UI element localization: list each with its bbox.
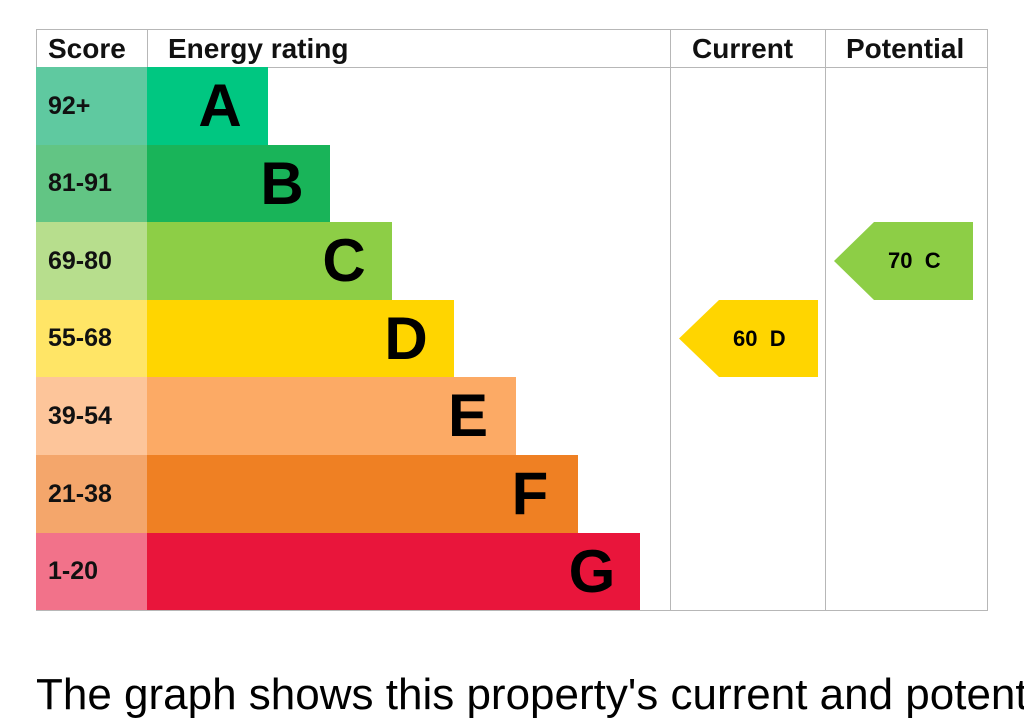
band-letter-b: B [260,150,304,217]
band-bar-e: E [147,377,516,455]
band-bar-g: G [147,533,640,610]
energy-rating-chart: Score Energy rating Current Potential 92… [36,29,988,611]
score-cell-e: 39-54 [36,377,147,455]
score-cell-b: 81-91 [36,145,147,222]
score-cell-a: 92+ [36,67,147,145]
band-letter-c: C [322,227,366,294]
band-bar-f: F [147,455,578,533]
band-bar-d: D [147,300,454,377]
band-bar-a: A [147,67,268,145]
band-bar-c: C [147,222,392,300]
grid-left-line [36,29,37,67]
band-letter-a: A [198,72,242,139]
band-letter-g: G [568,538,616,605]
current-rating-arrow-label: 60 D [733,326,786,351]
score-cell-c: 69-80 [36,222,147,300]
band-bar-b: B [147,145,330,222]
header-current: Current [692,33,794,64]
potential-rating-arrow-label: 70 C [888,248,941,273]
grid-right-line [987,29,988,611]
score-cell-d: 55-68 [36,300,147,377]
grid-score-divider [147,29,148,67]
score-cell-f: 21-38 [36,455,147,533]
grid-top-line [36,29,988,30]
band-letter-f: F [511,460,549,527]
band-letter-d: D [384,305,428,372]
grid-potential-divider [825,29,826,611]
grid-current-divider [670,29,671,611]
score-cell-g: 1-20 [36,533,147,610]
header-energy-rating: Energy rating [168,33,349,64]
grid-header-line [36,67,988,68]
header-score: Score [48,33,126,64]
header-potential: Potential [846,33,965,64]
band-letter-e: E [447,382,489,449]
grid-bottom-line [36,610,988,611]
footer-text: The graph shows this property's current … [36,670,1024,719]
